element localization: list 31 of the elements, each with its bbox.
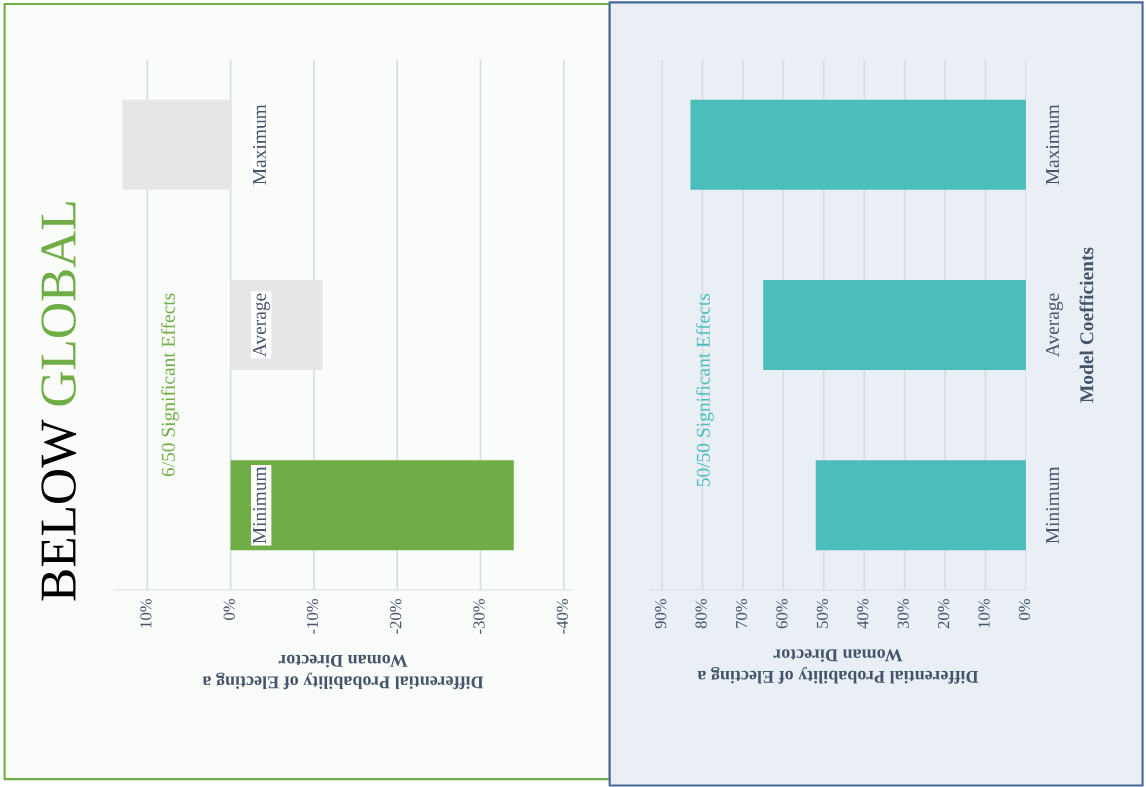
x-tick-label: 20% bbox=[937, 598, 950, 629]
x-tick-label: 0% bbox=[223, 598, 235, 620]
bar bbox=[763, 279, 1026, 371]
y-axis-title: Model Coefficients bbox=[1079, 247, 1094, 403]
bar bbox=[815, 460, 1026, 551]
x-tick-label: 60% bbox=[776, 598, 788, 629]
y-tick-label: Average bbox=[1045, 293, 1063, 358]
x-tick-label: 80% bbox=[695, 598, 707, 629]
x-axis-title: Differential Probability of Electing a Woman Director bbox=[202, 654, 484, 690]
annotation: 50/50 Significant Effects bbox=[695, 293, 714, 487]
x-tick-label: 10% bbox=[978, 598, 990, 628]
y-tick-label: Maximum bbox=[252, 104, 267, 185]
y-tick-label: Maximum bbox=[1045, 104, 1060, 185]
y-tick-label: Average bbox=[252, 293, 270, 358]
x-tick-label: 70% bbox=[735, 598, 748, 628]
x-tick-label: 50% bbox=[816, 598, 829, 628]
x-tick-label: 30% bbox=[897, 598, 909, 629]
x-axis-title: Differential Probability of Electing a Woman Director bbox=[697, 649, 979, 684]
text: BELOW GLOBAL bbox=[41, 202, 77, 601]
x-tick-label: -20% bbox=[390, 598, 402, 634]
y-tick-label: Minimum bbox=[252, 466, 267, 544]
x-tick-label: -10% bbox=[306, 598, 319, 634]
bar bbox=[690, 99, 1026, 190]
x-tick-label: -30% bbox=[473, 598, 485, 634]
x-tick-label: 10% bbox=[140, 598, 152, 628]
y-tick-label: Minimum bbox=[1045, 466, 1060, 544]
x-tick-label: 0% bbox=[1018, 598, 1031, 620]
annotation: 6/50 Significant Effects bbox=[160, 293, 179, 477]
x-tick-label: 90% bbox=[655, 598, 667, 629]
x-tick-label: -40% bbox=[556, 598, 568, 634]
x-tick-label: 40% bbox=[857, 598, 869, 629]
